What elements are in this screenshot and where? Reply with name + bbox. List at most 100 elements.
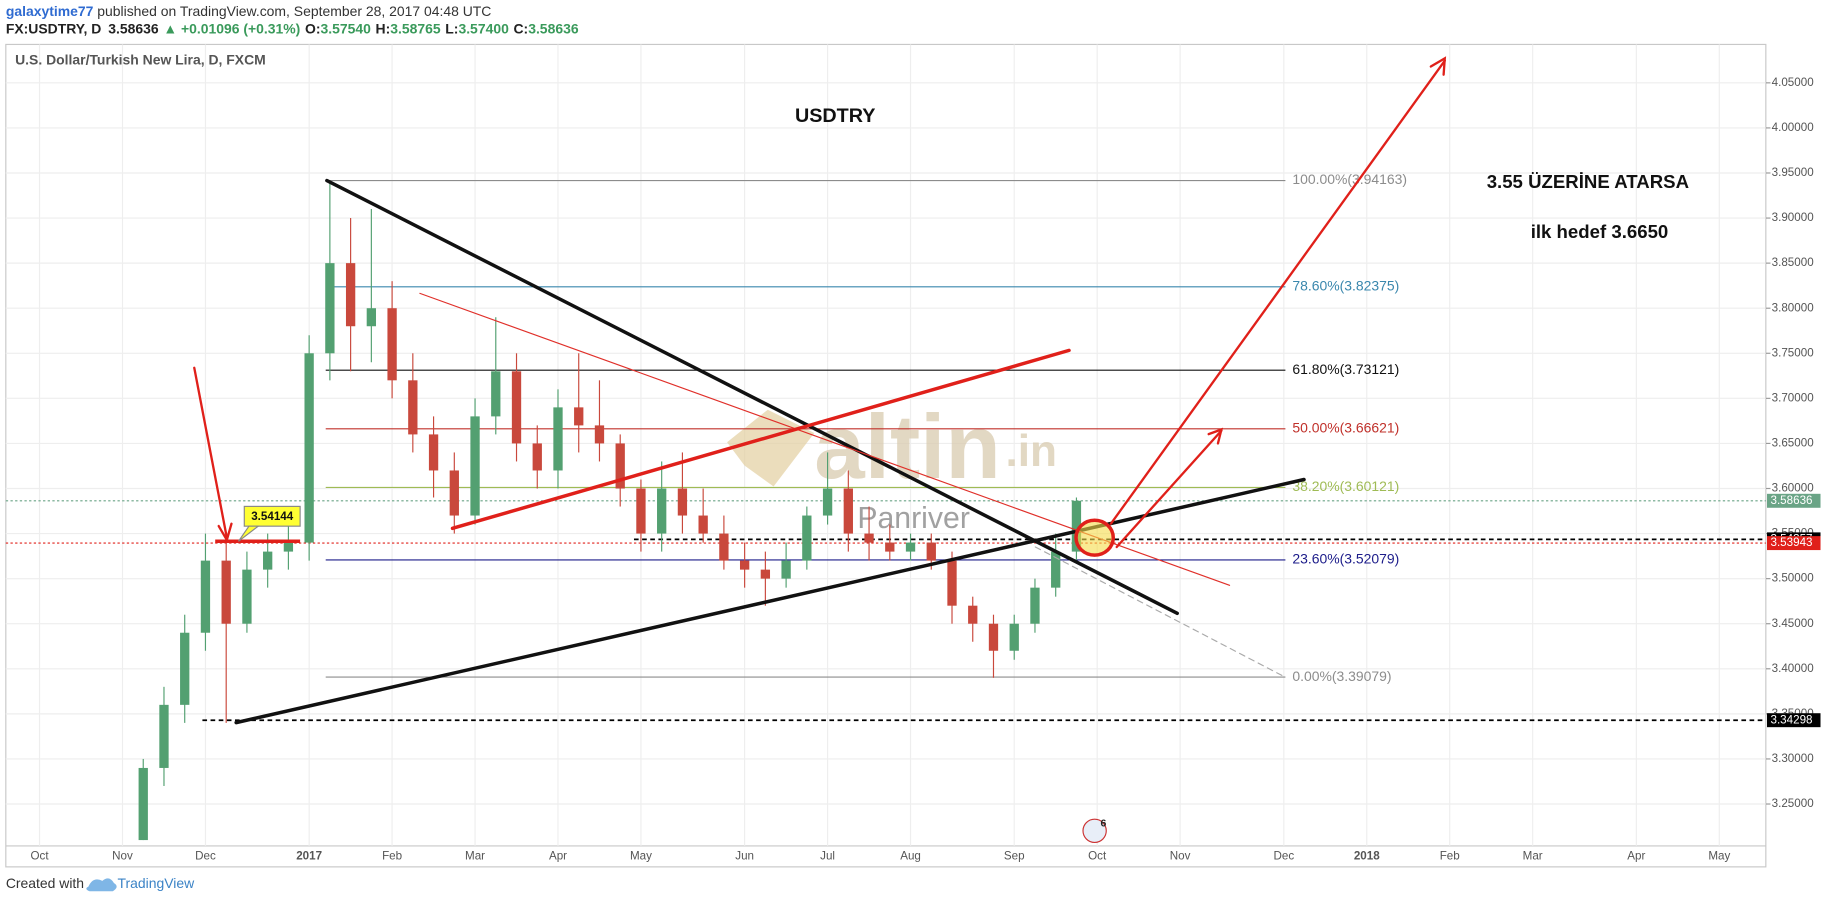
watermark-text: Panriver <box>857 502 970 535</box>
x-tick-label: Jul <box>820 849 835 862</box>
watermark-text: . <box>1005 427 1017 476</box>
candle-body <box>926 542 936 561</box>
brand-logo <box>86 878 117 892</box>
candle-body <box>615 443 625 489</box>
y-tick-label: 4.00000 <box>1772 121 1815 134</box>
y-tick-label: 3.30000 <box>1772 752 1815 765</box>
y-tick-label: 3.90000 <box>1772 211 1815 224</box>
ohlc-value: 3.58636 <box>528 20 579 36</box>
candle-body <box>553 407 563 471</box>
x-tick-label: Mar <box>1523 849 1543 862</box>
candle-body <box>345 263 356 327</box>
ohlc-key: C: <box>513 20 528 36</box>
candle-body <box>532 443 542 471</box>
candle-body <box>885 542 895 552</box>
trend-line <box>325 178 1179 616</box>
ohlc: O:3.57540 H:3.58765 L:3.57400 C:3.58636 <box>305 20 579 36</box>
candle-body <box>387 308 397 381</box>
candle-body <box>698 515 708 534</box>
x-tick-label: Apr <box>549 849 567 862</box>
fib-label: 38.20%(3.60121) <box>1292 478 1399 494</box>
x-tick-label: Oct <box>1088 849 1107 862</box>
last-price: 3.58636 <box>108 20 159 36</box>
event-badge[interactable]: 6 <box>1082 818 1107 844</box>
price-tag <box>1767 713 1821 728</box>
candle-body <box>574 407 584 426</box>
trend-line <box>450 348 1071 531</box>
candle-body <box>657 488 667 534</box>
candle-body <box>283 542 294 552</box>
annotation: ilk hedef 3.6650 <box>1531 221 1669 242</box>
candle-body <box>864 533 874 543</box>
x-tick-label: Oct <box>31 849 50 862</box>
price-tag-label: 3.58636 <box>1770 494 1812 507</box>
flag-pointer <box>237 525 260 542</box>
chart-title: USDTRY <box>795 105 876 127</box>
event-icon[interactable] <box>1082 818 1107 844</box>
trend-line <box>234 477 1306 725</box>
candle-body <box>636 488 646 534</box>
levels: 100.00%(3.94163) 78.60%(3.82375) 61.80%(3.… <box>5 171 1766 722</box>
y-tick-label: 3.75000 <box>1772 346 1815 359</box>
candle-body <box>947 560 957 606</box>
candle-body <box>760 569 771 579</box>
candle-body <box>1051 551 1061 588</box>
y-tick-label: 3.80000 <box>1772 301 1815 314</box>
plot-frame <box>5 43 1767 868</box>
candle-body <box>428 434 439 471</box>
x-tick-label: Nov <box>1170 849 1191 862</box>
y-tick-label: 3.40000 <box>1772 662 1815 675</box>
candles <box>138 182 1082 841</box>
x-tick-label: Dec <box>1273 849 1294 862</box>
candle-body <box>1009 623 1019 651</box>
trend-line <box>1034 546 1286 678</box>
candle-body <box>180 632 190 705</box>
candle-body <box>988 623 999 651</box>
arrow-head <box>1429 56 1447 76</box>
ohlc-key: O: <box>305 20 320 36</box>
highlight-circle <box>1074 518 1115 557</box>
y-tick-label: 3.60000 <box>1772 482 1815 495</box>
event-count: 6 <box>1100 819 1106 830</box>
candle-body <box>449 470 459 516</box>
candle-body <box>221 560 231 624</box>
fib-label: 23.60%(3.52079) <box>1292 551 1399 567</box>
x-tick-label: Feb <box>1440 849 1460 862</box>
axes: 3.250003.300003.350003.400003.450003.500… <box>31 76 1821 862</box>
fib-label: 100.00%(3.94163) <box>1292 171 1407 187</box>
y-tick-label: 3.95000 <box>1772 166 1815 179</box>
y-tick-label: 3.65000 <box>1772 437 1815 450</box>
y-tick-label: 3.50000 <box>1772 572 1815 585</box>
brand-link[interactable]: TradingView <box>117 875 195 891</box>
candle-body <box>408 380 418 435</box>
candle-body <box>1030 587 1040 624</box>
candle-body <box>159 704 169 768</box>
ohlc-key: L: <box>445 20 458 36</box>
candle-body <box>1071 500 1082 552</box>
ohlc-key: H: <box>376 20 391 36</box>
ticker-line: FX:USDTRY, D 3.58636 ▲ +0.01096 (+0.31%) O:… <box>6 20 579 36</box>
annotation: 3.55 ÜZERİNE ATARSA <box>1487 171 1689 192</box>
author[interactable]: galaxytime77 <box>6 3 94 19</box>
x-tick-label: Aug <box>900 849 921 862</box>
candle-body <box>843 488 853 534</box>
x-tick-label: May <box>630 849 652 862</box>
x-tick-label: Jun <box>735 849 754 862</box>
candle-body <box>968 605 978 624</box>
price-tag-label: 3.53943 <box>1770 536 1812 549</box>
candle-body <box>263 551 273 570</box>
ohlc-value: 3.58765 <box>390 20 441 36</box>
x-tick-label: Dec <box>195 849 216 862</box>
y-tick-label: 3.45000 <box>1772 617 1815 630</box>
candle-body <box>200 560 211 633</box>
fib-label: 78.60%(3.82375) <box>1292 277 1399 293</box>
y-tick-label: 3.85000 <box>1772 256 1815 269</box>
arrow <box>193 366 228 539</box>
x-tick-label: Nov <box>112 849 133 862</box>
arrow <box>1115 429 1223 549</box>
x-tick-label: Mar <box>465 849 485 862</box>
x-tick-label: Sep <box>1004 849 1025 862</box>
x-tick-label: 2018 <box>1354 849 1380 862</box>
x-tick-label: Feb <box>382 849 402 862</box>
flag-label: 3.54144 <box>251 510 294 523</box>
